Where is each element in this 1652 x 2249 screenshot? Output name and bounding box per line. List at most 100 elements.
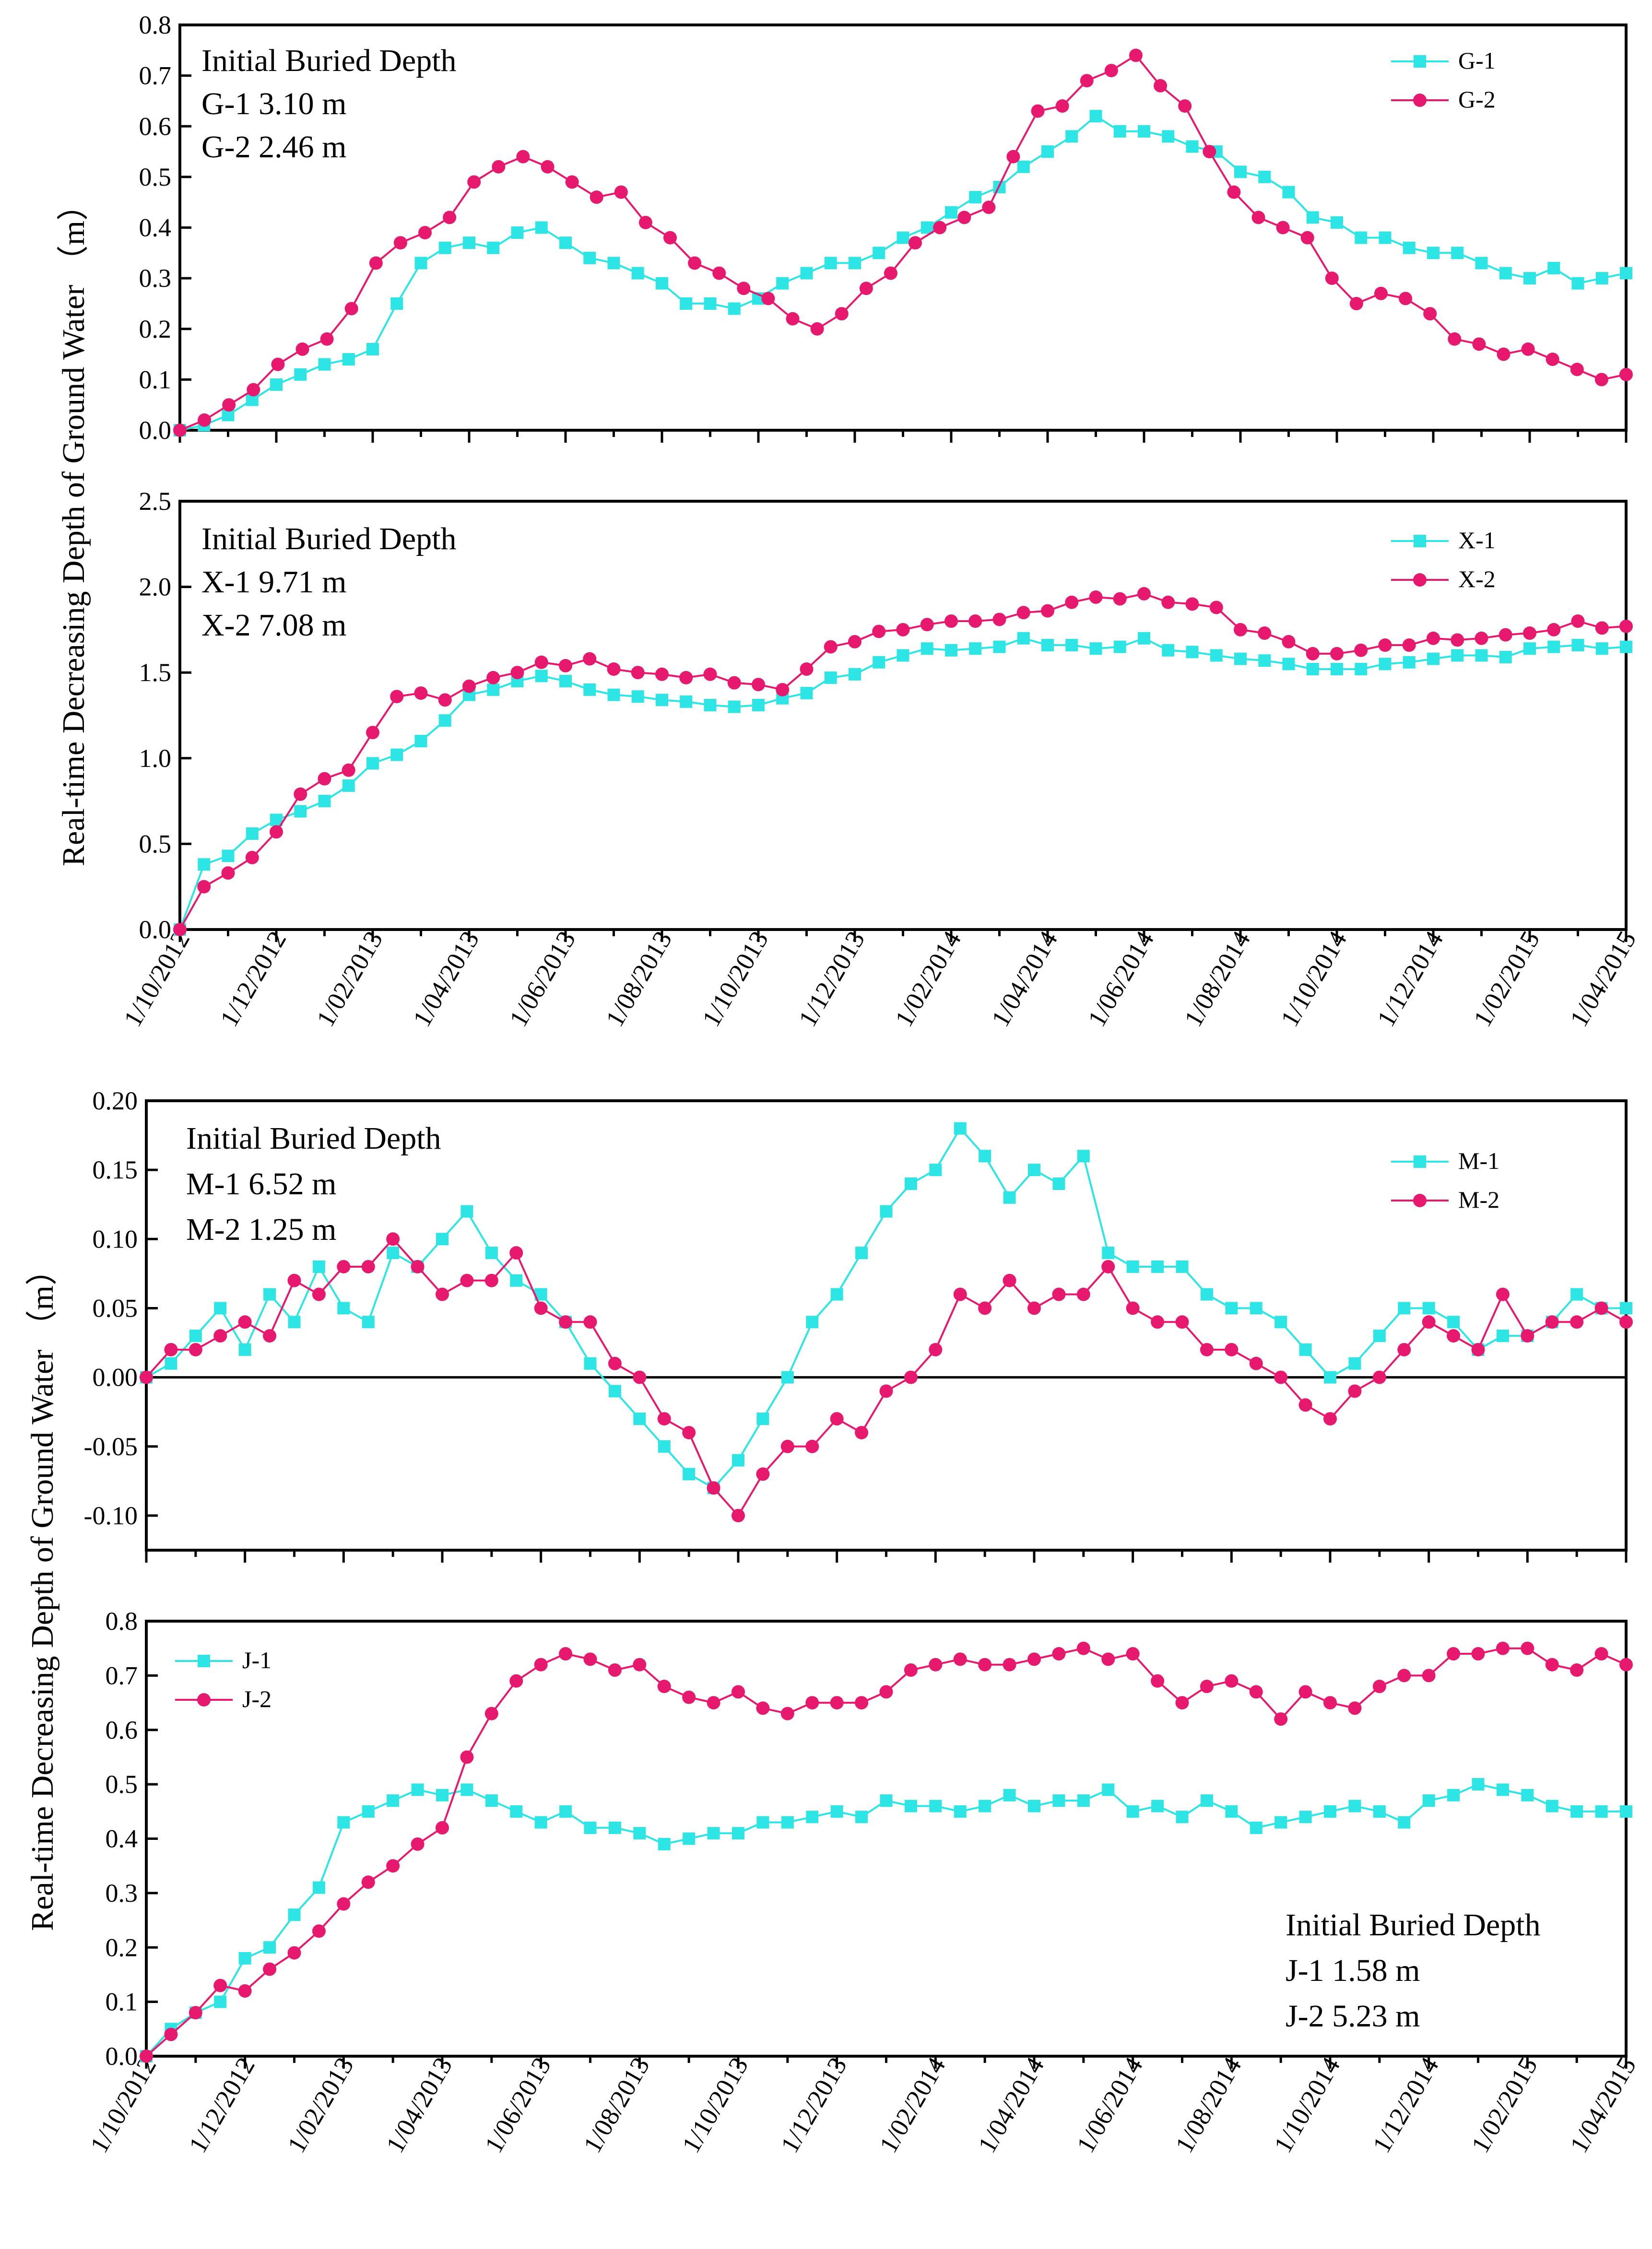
- data-point-j-2: [707, 1696, 720, 1710]
- data-point-x-2: [1330, 647, 1344, 660]
- data-point-x-1: [1258, 654, 1271, 667]
- data-point-g-1: [1571, 277, 1584, 290]
- panel-x-info-line1: X-1 9.71 m: [201, 565, 346, 600]
- data-point-m-2: [1101, 1260, 1115, 1273]
- legend-label-m2: M-2: [1458, 1186, 1499, 1213]
- panel-j-info-line1: J-1 1.58 m: [1286, 1953, 1420, 1988]
- data-point-x-2: [703, 667, 717, 681]
- data-point-m-1: [608, 1385, 621, 1398]
- data-point-g-1: [1499, 267, 1512, 280]
- legend-label-j2: J-2: [242, 1685, 271, 1712]
- data-point-x-1: [294, 805, 307, 818]
- data-point-g-2: [1325, 271, 1339, 285]
- data-point-x-2: [1451, 633, 1464, 647]
- panel-x-info: Initial Buried Depth X-1 9.71 m X-2 7.08…: [201, 521, 457, 643]
- data-point-j-1: [1546, 1800, 1558, 1813]
- data-point-g-2: [1080, 74, 1094, 88]
- data-point-g-2: [1374, 286, 1388, 300]
- data-point-g-2: [957, 211, 971, 224]
- data-point-x-1: [1571, 639, 1584, 652]
- data-point-m-2: [1471, 1342, 1485, 1356]
- data-point-x-2: [197, 880, 211, 894]
- data-point-j-1: [1521, 1789, 1534, 1802]
- data-point-x-2: [631, 666, 645, 680]
- data-point-j-1: [460, 1783, 473, 1796]
- panel-m-info: Initial Buried Depth M-1 6.52 m M-2 1.25…: [186, 1121, 441, 1247]
- data-point-j-1: [1348, 1800, 1361, 1813]
- data-point-x-1: [318, 795, 331, 808]
- data-point-x-1: [824, 671, 837, 684]
- data-point-j-1: [756, 1816, 769, 1829]
- data-point-x-2: [968, 614, 982, 628]
- data-point-j-2: [953, 1652, 967, 1666]
- data-point-g-2: [1570, 363, 1584, 377]
- data-point-x-1: [487, 683, 500, 696]
- legend-swatch-marker: [1414, 535, 1426, 547]
- data-point-j-2: [411, 1837, 425, 1851]
- data-point-g-2: [1521, 342, 1535, 356]
- data-point-x-2: [1402, 638, 1416, 652]
- data-point-g-1: [1306, 211, 1319, 224]
- data-point-j-2: [1274, 1712, 1288, 1726]
- data-point-j-2: [633, 1658, 647, 1672]
- data-point-j-1: [1077, 1794, 1090, 1807]
- data-point-j-1: [1447, 1789, 1460, 1802]
- data-point-m-1: [337, 1302, 350, 1315]
- data-point-x-1: [438, 714, 451, 727]
- data-point-j-2: [1323, 1696, 1337, 1710]
- y-tick-label: 0.2: [106, 1933, 138, 1962]
- data-point-g-2: [1178, 99, 1192, 113]
- data-point-x-2: [245, 850, 259, 864]
- data-point-x-2: [655, 667, 669, 681]
- data-point-x-1: [1138, 632, 1150, 645]
- data-point-m-2: [1348, 1384, 1362, 1398]
- data-point-g-2: [295, 342, 309, 356]
- data-point-j-1: [633, 1827, 646, 1840]
- data-point-g-2: [247, 383, 260, 397]
- data-point-x-2: [1619, 619, 1633, 633]
- data-point-x-1: [1041, 639, 1054, 652]
- data-point-m-1: [165, 1357, 177, 1370]
- data-point-j-2: [583, 1652, 597, 1666]
- data-point-x-1: [583, 683, 596, 696]
- data-point-g-2: [1448, 332, 1462, 346]
- data-point-g-1: [1041, 145, 1054, 158]
- data-point-x-1: [969, 642, 982, 655]
- data-point-j-1: [658, 1837, 671, 1850]
- legend-label-m1: M-1: [1458, 1147, 1499, 1174]
- data-point-j-2: [213, 1978, 227, 1992]
- data-point-g-1: [535, 221, 548, 234]
- data-point-m-2: [657, 1412, 671, 1426]
- data-point-x-2: [1427, 631, 1440, 645]
- data-point-g-2: [1227, 185, 1241, 199]
- data-point-j-1: [1274, 1816, 1287, 1829]
- data-point-j-2: [682, 1690, 696, 1704]
- data-point-m-1: [1274, 1316, 1287, 1329]
- data-point-m-1: [1348, 1357, 1361, 1370]
- legend-label-x2: X-2: [1458, 565, 1496, 592]
- data-point-g-2: [1203, 145, 1216, 159]
- legend-swatch-marker: [1413, 94, 1427, 107]
- y-tick-label: 0.8: [139, 11, 172, 39]
- data-point-x-1: [1427, 652, 1440, 665]
- data-point-j-2: [1397, 1669, 1411, 1683]
- data-point-g-1: [487, 241, 500, 254]
- data-point-m-2: [1076, 1287, 1090, 1301]
- data-point-g-1: [342, 353, 355, 366]
- data-point-x-1: [993, 640, 1006, 653]
- data-point-m-2: [534, 1301, 548, 1315]
- data-point-g-1: [1234, 165, 1247, 178]
- data-point-g-2: [1251, 211, 1265, 224]
- y-tick-label: 0.1: [106, 1988, 138, 2016]
- legend-label-x1: X-1: [1458, 527, 1496, 553]
- data-point-j-1: [1151, 1800, 1164, 1813]
- data-point-g-1: [680, 297, 693, 310]
- data-point-x-1: [1306, 663, 1319, 676]
- data-point-j-1: [781, 1816, 794, 1829]
- data-point-m-2: [411, 1260, 425, 1273]
- data-point-m-2: [953, 1287, 967, 1301]
- data-point-g-1: [366, 343, 379, 355]
- data-point-g-1: [945, 206, 957, 219]
- data-point-m-2: [213, 1329, 227, 1343]
- data-point-g-2: [1497, 347, 1510, 361]
